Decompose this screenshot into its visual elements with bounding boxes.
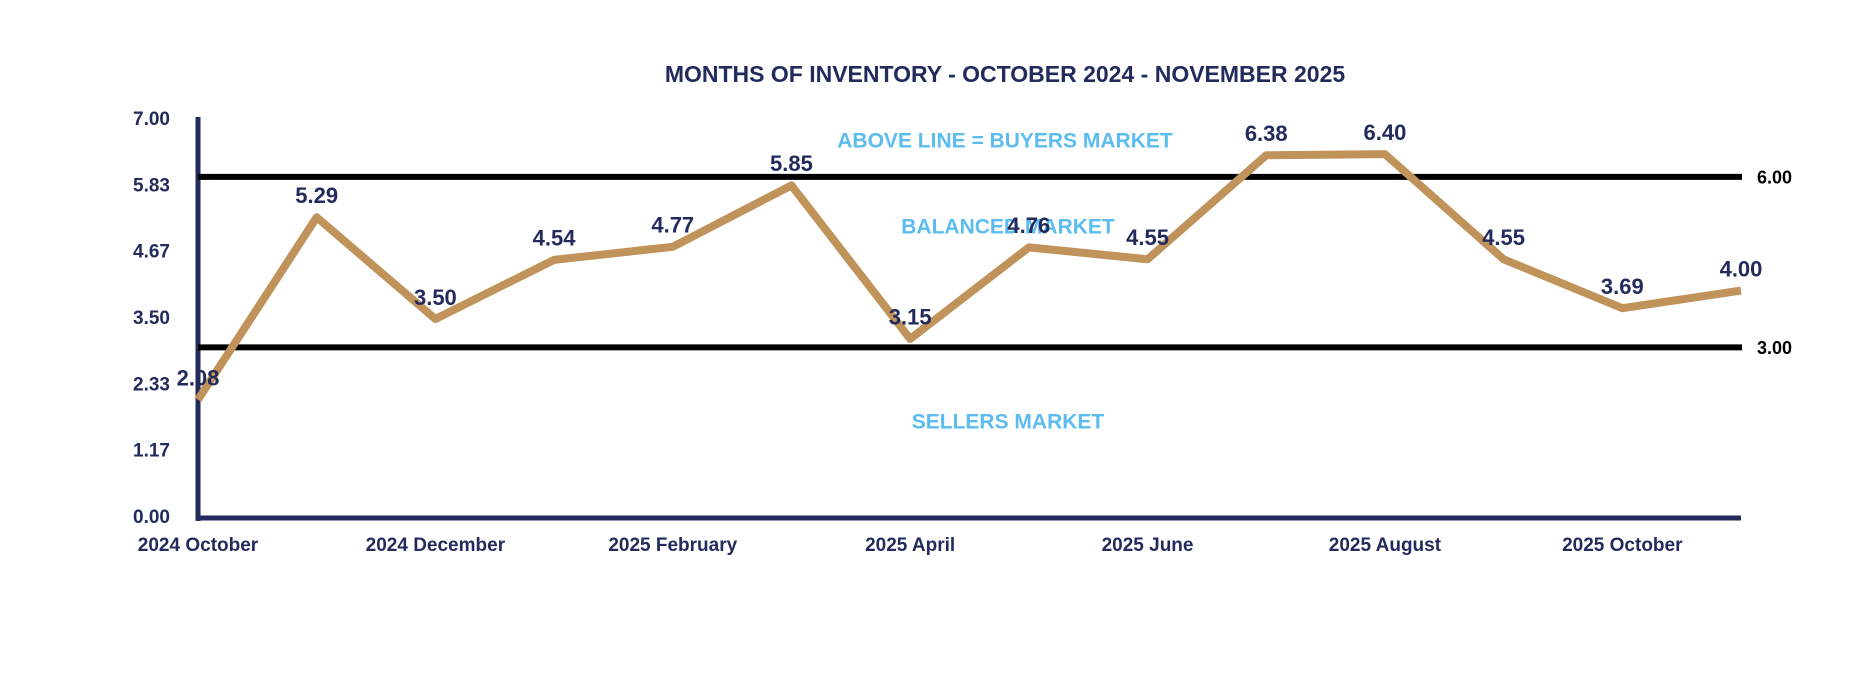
- data-line: [194, 150, 1742, 402]
- annotation: SELLERS MARKET: [912, 411, 1105, 434]
- x-tick-label: 2025 April: [865, 535, 955, 556]
- y-tick-label: 2.33: [133, 375, 170, 396]
- reference-label: 3.00: [1757, 338, 1792, 358]
- y-tick-label: 7.00: [133, 109, 170, 130]
- data-label: 4.54: [533, 226, 577, 251]
- data-label: 4.55: [1482, 225, 1525, 250]
- data-label: 5.29: [295, 183, 338, 208]
- x-tick-label: 2025 August: [1329, 535, 1442, 556]
- data-label: 6.40: [1364, 120, 1407, 145]
- annotation: ABOVE LINE = BUYERS MARKET: [837, 130, 1173, 153]
- data-label: 6.38: [1245, 121, 1288, 146]
- y-tick-label: 0.00: [133, 507, 170, 528]
- annotation: BALANCED MARKET: [901, 216, 1115, 239]
- data-label: 3.50: [414, 285, 457, 310]
- reference-label: 6.00: [1757, 168, 1792, 188]
- y-tick-label: 3.50: [133, 308, 170, 329]
- x-tick-label: 2025 October: [1562, 535, 1683, 556]
- data-label: 5.85: [770, 151, 813, 176]
- x-tick-label: 2025 June: [1102, 535, 1194, 556]
- data-label: 4.00: [1720, 256, 1763, 281]
- data-label: 4.55: [1126, 225, 1169, 250]
- x-tick-label: 2024 October: [138, 535, 259, 556]
- chart-title: MONTHS OF INVENTORY - OCTOBER 2024 - NOV…: [665, 61, 1346, 87]
- y-tick-label: 4.67: [133, 241, 170, 262]
- data-label: 4.76: [1007, 213, 1050, 238]
- x-tick-label: 2025 February: [608, 535, 737, 556]
- y-tick-label: 1.17: [133, 440, 170, 461]
- data-label: 3.69: [1601, 274, 1644, 299]
- y-tick-label: 5.83: [133, 176, 170, 197]
- data-label: 4.77: [651, 213, 694, 238]
- data-label: 2.08: [177, 366, 220, 391]
- data-label: 3.15: [889, 305, 932, 330]
- x-tick-label: 2024 December: [366, 535, 506, 556]
